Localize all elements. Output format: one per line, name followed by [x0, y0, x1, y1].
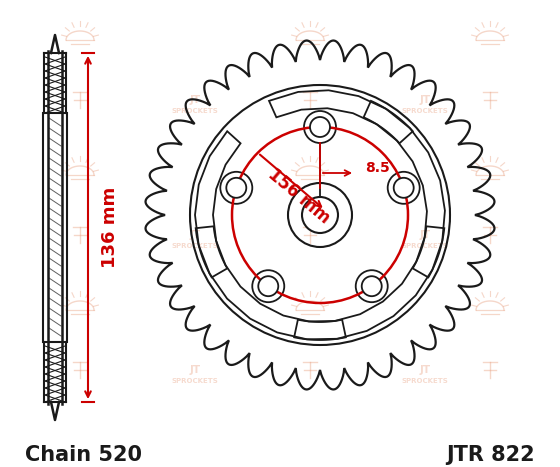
Text: SPROCKETS: SPROCKETS	[402, 243, 449, 249]
Text: JTR 822: JTR 822	[446, 445, 535, 465]
Text: 136 mm: 136 mm	[101, 187, 119, 268]
Text: JT: JT	[419, 365, 431, 375]
Text: JT: JT	[189, 95, 200, 105]
Circle shape	[302, 197, 338, 233]
Text: 8.5: 8.5	[365, 161, 390, 175]
Text: JT: JT	[419, 95, 431, 105]
Circle shape	[394, 178, 414, 198]
Text: SPROCKETS: SPROCKETS	[171, 378, 218, 384]
Text: SPROCKETS: SPROCKETS	[171, 243, 218, 249]
Text: SPROCKETS: SPROCKETS	[402, 108, 449, 114]
Text: 156 mm: 156 mm	[264, 165, 333, 227]
Circle shape	[310, 117, 330, 137]
Text: SPROCKETS: SPROCKETS	[171, 108, 218, 114]
Circle shape	[258, 276, 278, 296]
Circle shape	[362, 276, 382, 296]
Text: SPROCKETS: SPROCKETS	[402, 378, 449, 384]
Text: JT: JT	[189, 365, 200, 375]
Text: Chain 520: Chain 520	[25, 445, 142, 465]
Circle shape	[226, 178, 246, 198]
Text: JT: JT	[189, 230, 200, 240]
Text: JT: JT	[419, 230, 431, 240]
